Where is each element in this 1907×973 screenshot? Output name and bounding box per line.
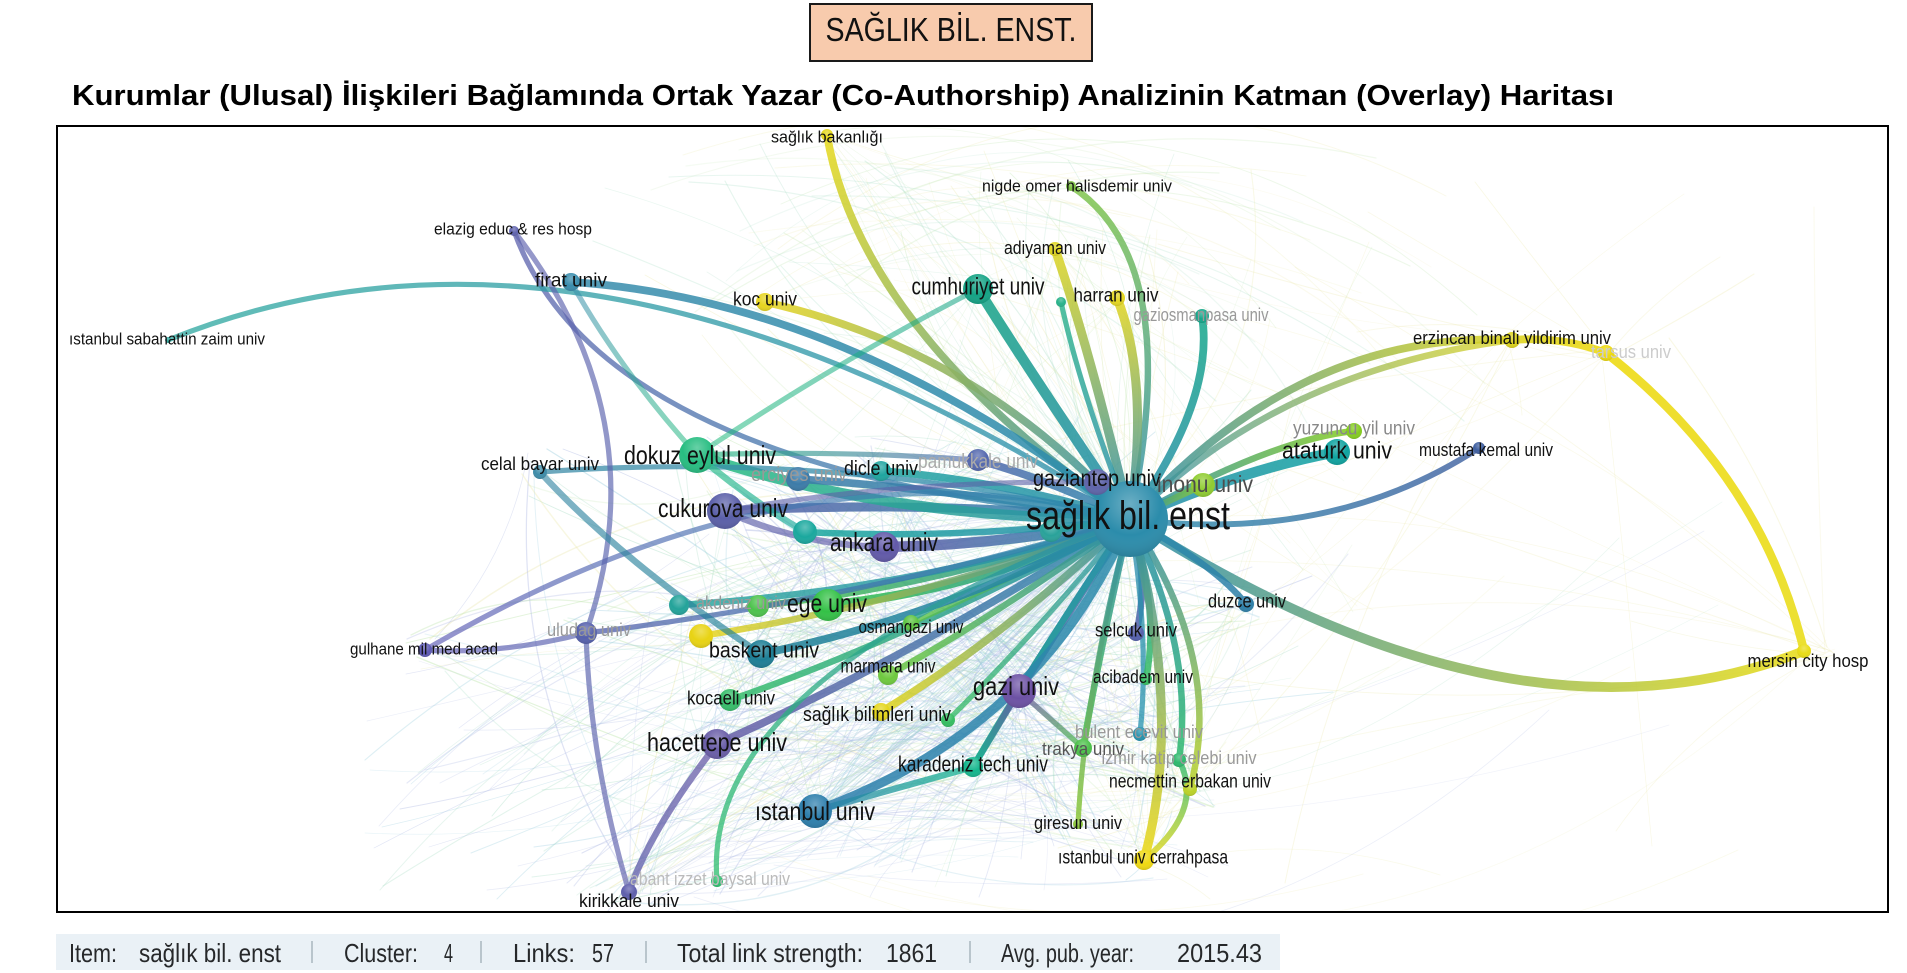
svg-text:sağlık bil. enst: sağlık bil. enst	[139, 938, 282, 968]
svg-text:acibadem univ: acibadem univ	[1093, 667, 1193, 687]
svg-text:nigde omer halisdemir univ: nigde omer halisdemir univ	[982, 177, 1172, 196]
svg-text:1861: 1861	[886, 938, 937, 968]
svg-text:Item:: Item:	[69, 938, 117, 968]
svg-text:ataturk univ: ataturk univ	[1282, 438, 1392, 465]
svg-text:sağlık bil. enst: sağlık bil. enst	[1026, 494, 1230, 538]
svg-text:ıstanbul univ: ıstanbul univ	[755, 796, 875, 826]
svg-text:Links:: Links:	[513, 938, 575, 968]
svg-text:ıstanbul sabahattin zaim univ: ıstanbul sabahattin zaim univ	[69, 330, 265, 349]
svg-text:karadeniz tech univ: karadeniz tech univ	[898, 752, 1048, 777]
svg-text:koc univ: koc univ	[733, 290, 797, 311]
svg-text:mustafa kemal univ: mustafa kemal univ	[1419, 440, 1553, 460]
svg-text:bulent ecevit univ: bulent ecevit univ	[1075, 722, 1203, 742]
svg-text:gaziosmanpasa univ: gaziosmanpasa univ	[1134, 305, 1269, 325]
svg-text:ankara univ: ankara univ	[830, 527, 938, 557]
svg-text:duzce univ: duzce univ	[1208, 592, 1286, 613]
svg-text:cukurova univ: cukurova univ	[658, 493, 788, 523]
svg-text:hacettepe univ: hacettepe univ	[647, 727, 787, 757]
svg-text:tarsus univ: tarsus univ	[1591, 342, 1671, 362]
svg-text:uludag univ: uludag univ	[547, 620, 631, 640]
svg-text:sağlık bakanlığı: sağlık bakanlığı	[771, 128, 883, 147]
svg-text:Kurumlar (Ulusal) İlişkileri B: Kurumlar (Ulusal) İlişkileri Bağlamında …	[72, 80, 1614, 112]
svg-text:Avg. pub. year:: Avg. pub. year:	[1001, 938, 1134, 968]
svg-text:dicle univ: dicle univ	[844, 458, 918, 480]
svg-text:mersin city hosp: mersin city hosp	[1748, 651, 1869, 671]
svg-text:necmettin erbakan univ: necmettin erbakan univ	[1109, 772, 1271, 793]
svg-text:adiyaman univ: adiyaman univ	[1004, 238, 1106, 258]
svg-text:4: 4	[444, 938, 453, 968]
svg-text:firat univ: firat univ	[535, 271, 607, 292]
svg-text:selcuk univ: selcuk univ	[1095, 621, 1177, 642]
svg-text:akdeniz univ: akdeniz univ	[696, 593, 786, 613]
svg-text:osmangazi univ: osmangazi univ	[859, 617, 964, 637]
svg-text:izmir katip celebi univ: izmir katip celebi univ	[1102, 748, 1257, 768]
svg-text:inonu univ: inonu univ	[1157, 471, 1253, 497]
svg-text:ıstanbul univ cerrahpasa: ıstanbul univ cerrahpasa	[1058, 848, 1228, 869]
svg-text:giresun univ: giresun univ	[1034, 813, 1122, 833]
svg-text:erciyes univ: erciyes univ	[751, 464, 847, 486]
svg-text:abant izzet baysal univ: abant izzet baysal univ	[630, 869, 790, 889]
svg-text:dokuz eylul univ: dokuz eylul univ	[624, 440, 776, 470]
svg-text:ege univ: ege univ	[787, 588, 867, 618]
svg-text:kirikkale univ: kirikkale univ	[579, 891, 679, 911]
svg-text:2015.43: 2015.43	[1177, 938, 1262, 968]
svg-text:Total link strength:: Total link strength:	[677, 938, 863, 968]
svg-text:elazig educ & res hosp: elazig educ & res hosp	[434, 220, 592, 239]
svg-text:gazi univ: gazi univ	[973, 671, 1059, 701]
svg-text:SAĞLIK BİL. ENST.: SAĞLIK BİL. ENST.	[826, 11, 1077, 48]
svg-text:57: 57	[592, 938, 614, 968]
svg-text:gaziantep univ: gaziantep univ	[1033, 465, 1161, 491]
svg-text:trakya univ: trakya univ	[1042, 739, 1124, 759]
svg-text:gulhane mil med acad: gulhane mil med acad	[350, 640, 498, 659]
svg-text:harran univ: harran univ	[1074, 286, 1159, 307]
svg-text:erzincan binali yildirim univ: erzincan binali yildirim univ	[1413, 328, 1611, 348]
svg-text:baskent univ: baskent univ	[709, 638, 819, 663]
svg-text:yuzuncu yil univ: yuzuncu yil univ	[1293, 419, 1415, 440]
svg-text:cumhuriyet univ: cumhuriyet univ	[912, 274, 1045, 301]
svg-text:marmara univ: marmara univ	[841, 657, 936, 678]
svg-text:celal bayar univ: celal bayar univ	[481, 454, 599, 474]
svg-text:sağlık bilimleri univ: sağlık bilimleri univ	[803, 704, 951, 726]
svg-text:pamukkale univ: pamukkale univ	[918, 451, 1038, 473]
svg-text:Cluster:: Cluster:	[344, 938, 418, 968]
svg-text:kocaeli univ: kocaeli univ	[687, 689, 775, 710]
